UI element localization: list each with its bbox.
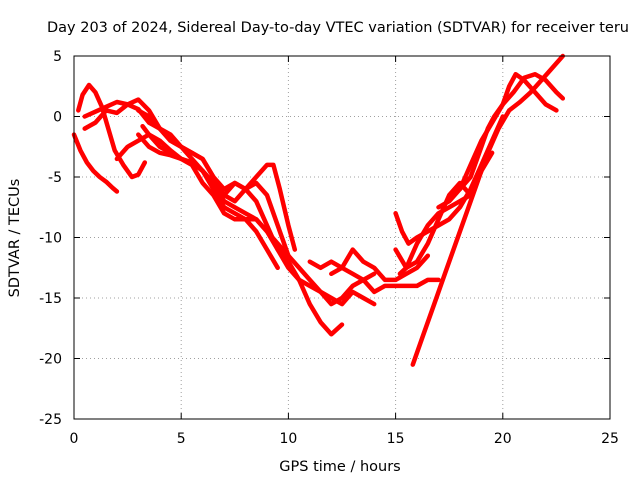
y-tick-label: -10 [39,231,62,247]
series-line-track-6 [136,108,291,258]
series-line-track-11 [393,192,473,271]
y-tick-label: -5 [48,170,62,186]
x-axis-label: GPS time / hours [279,459,400,475]
y-tick-label: -20 [39,352,62,368]
y-tick-labels: -25 -20 -15 -10 -5 0 5 [39,49,62,428]
y-tick-label: -15 [39,291,62,307]
series-line-track-8 [136,132,280,271]
series-line-track-9 [307,247,431,283]
series-line-track-1 [71,132,120,194]
y-tick-label: 5 [53,49,62,65]
x-tick-label: 5 [177,431,186,447]
series-line-track-10 [329,265,441,295]
y-axis-label: SDTVAR / TECUs [7,179,23,298]
ticks [73,55,611,420]
series-line-track-7 [140,123,298,252]
chart-title: Day 203 of 2024, Sidereal Day-to-day VTE… [47,20,629,36]
series-line-track-13 [410,53,566,367]
x-tick-label: 20 [494,431,512,447]
x-tick-labels: 0 5 10 15 20 25 [70,431,619,447]
x-tick-label: 10 [279,431,297,447]
x-tick-label: 25 [601,431,619,447]
grid [74,56,610,419]
series-line-track-3 [82,97,345,337]
series-line-track-4 [82,102,377,307]
x-tick-label: 15 [387,431,405,447]
series-line-track-2 [76,82,148,180]
y-tick-label: 0 [53,110,62,126]
x-tick-label: 0 [70,431,79,447]
series-group [71,53,566,367]
series-line-track-16 [457,71,559,192]
y-tick-label: -25 [39,412,62,428]
series-line-track-14 [393,114,506,246]
